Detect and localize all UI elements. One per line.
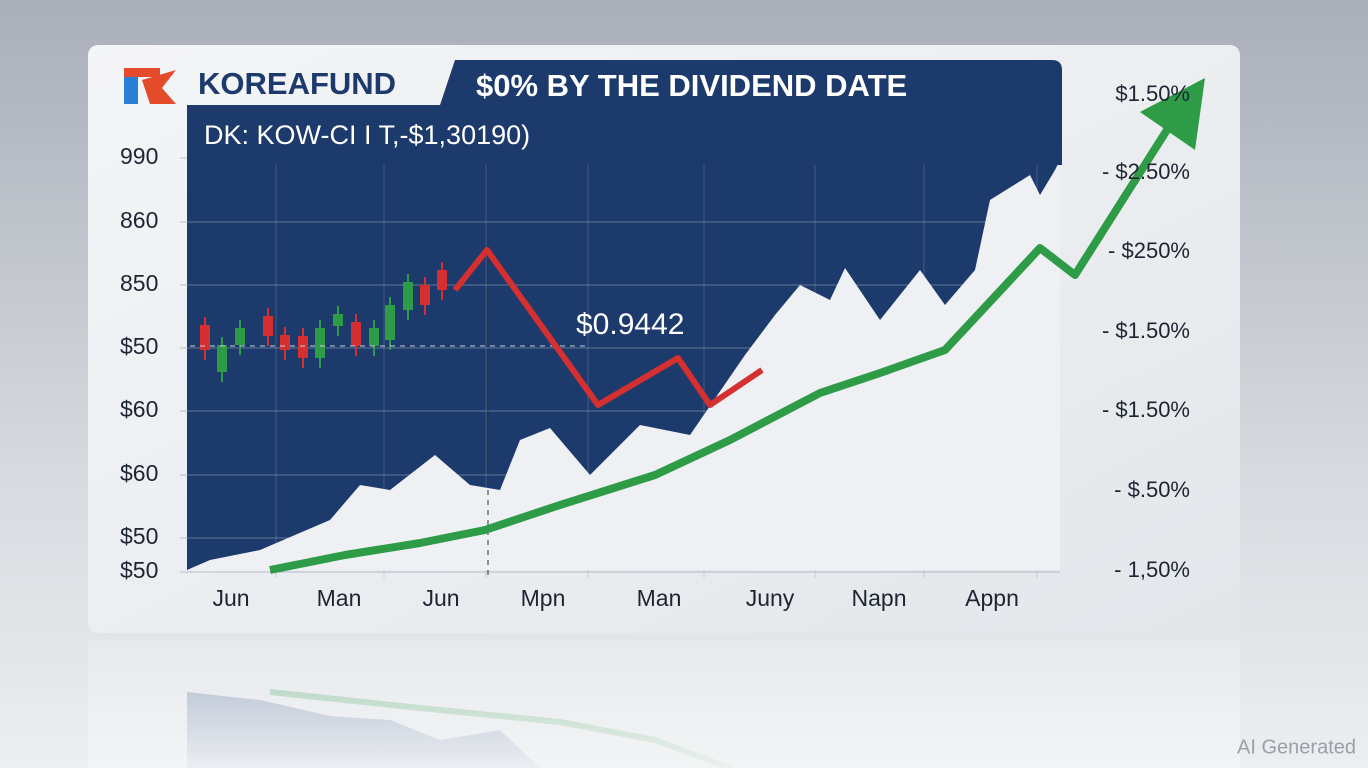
candle-body — [420, 285, 430, 305]
y-tick-label: $60 — [120, 396, 158, 422]
annotation: $0.9442 — [576, 308, 684, 341]
logo — [124, 68, 176, 104]
area — [187, 160, 1060, 570]
candle-body — [369, 328, 379, 346]
candle-body — [217, 345, 227, 372]
y2-tick-label: - 1,50% — [1114, 557, 1190, 582]
candle-body — [235, 328, 245, 345]
x-tick-label: Juny — [746, 585, 795, 611]
y2-tick-label: - $250% — [1108, 238, 1190, 263]
candles — [200, 262, 447, 382]
candle-body — [200, 325, 210, 350]
candle-body — [403, 282, 413, 310]
x-tick-label: Appn — [965, 585, 1019, 611]
y-tick-label: $60 — [120, 460, 158, 486]
y-tick-label: $50 — [120, 523, 158, 549]
header-banner — [187, 60, 1062, 165]
candle-body — [351, 322, 361, 346]
y-tick-label: 850 — [120, 270, 158, 296]
x-tick-label: Jun — [212, 585, 249, 611]
candle-body — [437, 270, 447, 290]
candle-body — [333, 314, 343, 326]
candle-body — [280, 335, 290, 350]
red-line — [452, 247, 764, 408]
candle-body — [315, 328, 325, 358]
x-tick-label: Mpn — [521, 585, 566, 611]
x-tick-label: Napn — [852, 585, 907, 611]
title: $0% BY THE DIVIDEND DATE — [476, 68, 907, 103]
y2-tick-label: $1.50% — [1115, 81, 1190, 106]
reflection — [88, 640, 1240, 768]
x-tick-label: Jun — [422, 585, 459, 611]
candle-body — [385, 305, 395, 340]
y-tick-label: 990 — [120, 143, 158, 169]
y2-tick-label: - $1.50% — [1102, 318, 1190, 343]
candle-body — [298, 336, 308, 358]
arrow-head — [1140, 78, 1205, 150]
candle-body — [263, 316, 273, 336]
green-line — [269, 119, 1176, 574]
x-tick-label: Man — [317, 585, 362, 611]
brand: KOREAFUND — [198, 66, 396, 101]
watermark: AI Generated — [1237, 736, 1356, 758]
y-tick-label: $50 — [120, 557, 158, 583]
y-tick-label: $50 — [120, 333, 158, 359]
y2-tick-label: - $.50% — [1114, 477, 1190, 502]
y2-tick-label: - $2.50% — [1102, 159, 1190, 184]
y2-tick-label: - $1.50% — [1102, 397, 1190, 422]
y-tick-label: 860 — [120, 207, 158, 233]
x-tick-label: Man — [637, 585, 682, 611]
axis-labels: 990 860 850 $50 $60 $60 $50 $50 $1.50% - $2.50% - … — [120, 81, 1190, 611]
subtitle: DK: KOW-CI I T,-$1,30190) — [204, 120, 530, 150]
